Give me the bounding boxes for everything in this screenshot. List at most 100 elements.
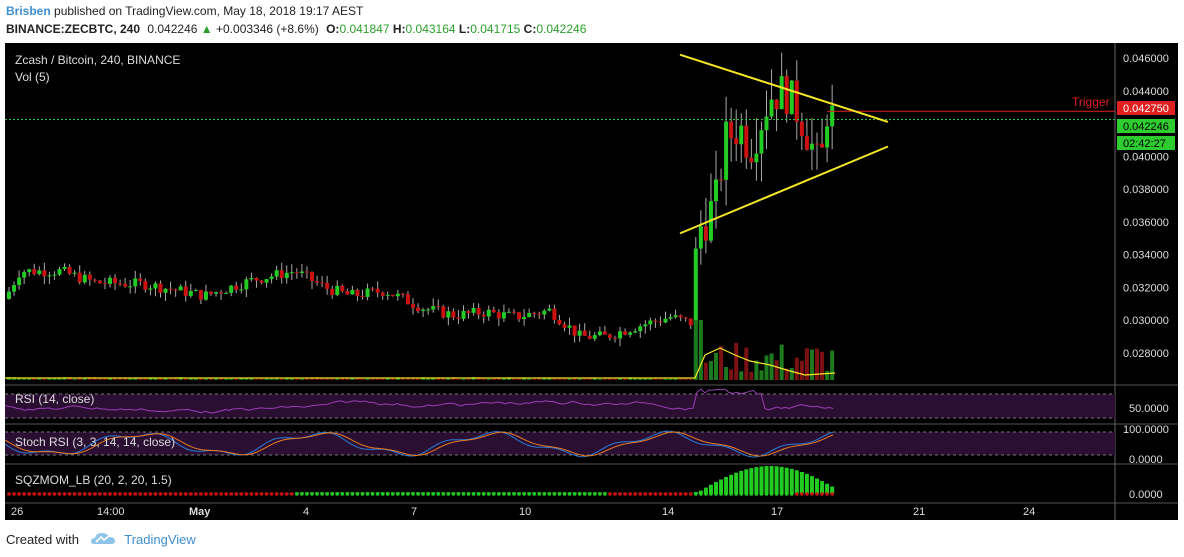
volume-bar bbox=[173, 377, 178, 380]
candle-body bbox=[815, 143, 819, 145]
sqz-dot bbox=[744, 492, 749, 496]
candle-body bbox=[229, 285, 234, 293]
volume-bar bbox=[239, 378, 244, 380]
sqz-histogram-bar bbox=[744, 469, 749, 494]
trigger-price-badge bbox=[1117, 101, 1175, 115]
candle-body bbox=[380, 292, 385, 296]
sqz-dot bbox=[204, 492, 208, 496]
candle-body bbox=[693, 248, 698, 326]
volume-bar bbox=[299, 378, 304, 380]
volume-bar bbox=[587, 377, 592, 380]
candle-body bbox=[375, 288, 380, 293]
sqz-dot bbox=[577, 492, 582, 496]
sqz-dot bbox=[704, 492, 708, 496]
sqz-dot bbox=[305, 492, 309, 496]
volume-bar bbox=[153, 377, 158, 380]
sqz-dot bbox=[810, 492, 814, 496]
candle-body bbox=[385, 294, 390, 296]
vol-pane-label: Vol (5) bbox=[15, 70, 50, 84]
sqz-histogram-bar bbox=[809, 476, 814, 494]
candle-body bbox=[678, 315, 683, 318]
chart-svg[interactable]: 0.0460000.0440000.0420000.0400000.038000… bbox=[4, 43, 1178, 520]
volume-bar bbox=[214, 378, 219, 380]
volume-bar bbox=[663, 378, 668, 380]
candle-body bbox=[400, 293, 405, 295]
volume-bar bbox=[72, 378, 77, 380]
candle-body bbox=[789, 80, 794, 115]
sqz-dot bbox=[431, 492, 436, 496]
volume-bar bbox=[436, 377, 441, 380]
publish-line: Brisben published on TradingView.com, Ma… bbox=[6, 4, 363, 18]
sqz-dot bbox=[148, 492, 153, 496]
sqz-dot bbox=[330, 492, 335, 496]
candle-body bbox=[774, 99, 779, 110]
candle-body bbox=[506, 311, 511, 313]
candle-body bbox=[219, 292, 224, 294]
tradingview-brand-link[interactable]: TradingView bbox=[124, 532, 196, 547]
volume-bar bbox=[431, 378, 436, 380]
volume-bar bbox=[229, 378, 234, 380]
volume-bar bbox=[446, 377, 451, 380]
sqz-dot bbox=[461, 492, 466, 496]
candle-body bbox=[724, 121, 729, 180]
sqz-histogram-bar bbox=[749, 468, 754, 494]
candle-body bbox=[193, 290, 198, 292]
volume-bar bbox=[708, 361, 713, 380]
sqz-dot bbox=[820, 492, 824, 496]
sqz-histogram-bar bbox=[815, 478, 819, 494]
candle-body bbox=[310, 271, 314, 282]
volume-bar bbox=[113, 377, 118, 380]
sqz-dot bbox=[138, 492, 143, 496]
sqz-dot bbox=[789, 492, 794, 496]
candle-body bbox=[830, 105, 835, 127]
volume-bar bbox=[325, 377, 330, 380]
candle-body bbox=[628, 332, 633, 335]
volume-bar bbox=[572, 377, 577, 380]
volume-bar bbox=[370, 377, 375, 380]
candle-body bbox=[592, 335, 597, 339]
sqz-dot bbox=[653, 492, 658, 496]
sqz-histogram-bar bbox=[789, 468, 794, 494]
sqz-dot bbox=[456, 492, 461, 496]
candle-body bbox=[754, 153, 759, 163]
volume-bar bbox=[254, 378, 259, 380]
price-tick-label: 0.038000 bbox=[1123, 184, 1169, 196]
sqz-dot bbox=[62, 492, 67, 496]
candle-body bbox=[522, 316, 527, 320]
candle-body bbox=[224, 292, 229, 294]
volume-bar bbox=[804, 348, 809, 380]
time-tick-label: 24 bbox=[1023, 506, 1035, 518]
volume-bar bbox=[759, 370, 764, 380]
volume-bar bbox=[234, 378, 239, 380]
open-label: O: bbox=[326, 22, 340, 36]
volume-bar bbox=[825, 370, 830, 380]
volume-bar bbox=[375, 377, 380, 380]
sqz-histogram-bar bbox=[764, 466, 769, 494]
sqz-dot bbox=[360, 492, 365, 496]
stoch-d-line bbox=[4, 431, 834, 457]
candle-body bbox=[820, 143, 825, 148]
sqz-dot bbox=[52, 492, 57, 496]
candle-body bbox=[643, 324, 648, 327]
sqz-dot bbox=[189, 492, 193, 496]
author-link[interactable]: Brisben bbox=[6, 4, 51, 18]
volume-bar bbox=[719, 346, 724, 380]
symbol-label: BINANCE:ZECBTC, 240 bbox=[6, 22, 141, 36]
volume-bar bbox=[658, 378, 663, 380]
candle-body bbox=[658, 321, 663, 323]
sqz-histogram-bar bbox=[825, 483, 830, 494]
close-value: 0.042246 bbox=[536, 22, 587, 36]
chart-canvas[interactable]: 0.0460000.0440000.0420000.0400000.038000… bbox=[4, 43, 1178, 520]
sqz-dot bbox=[183, 492, 188, 496]
volume-bar bbox=[138, 377, 143, 380]
candle-body bbox=[108, 277, 112, 284]
candle-body bbox=[254, 277, 259, 281]
volume-bar bbox=[633, 377, 638, 380]
candle-body bbox=[214, 292, 219, 294]
candle-body bbox=[320, 282, 325, 284]
volume-bar bbox=[562, 377, 567, 380]
sqz-histogram-bar bbox=[719, 479, 724, 494]
price-tick-label: 0.044000 bbox=[1123, 86, 1169, 98]
volume-bar bbox=[360, 378, 365, 380]
volume-bar bbox=[799, 360, 804, 380]
